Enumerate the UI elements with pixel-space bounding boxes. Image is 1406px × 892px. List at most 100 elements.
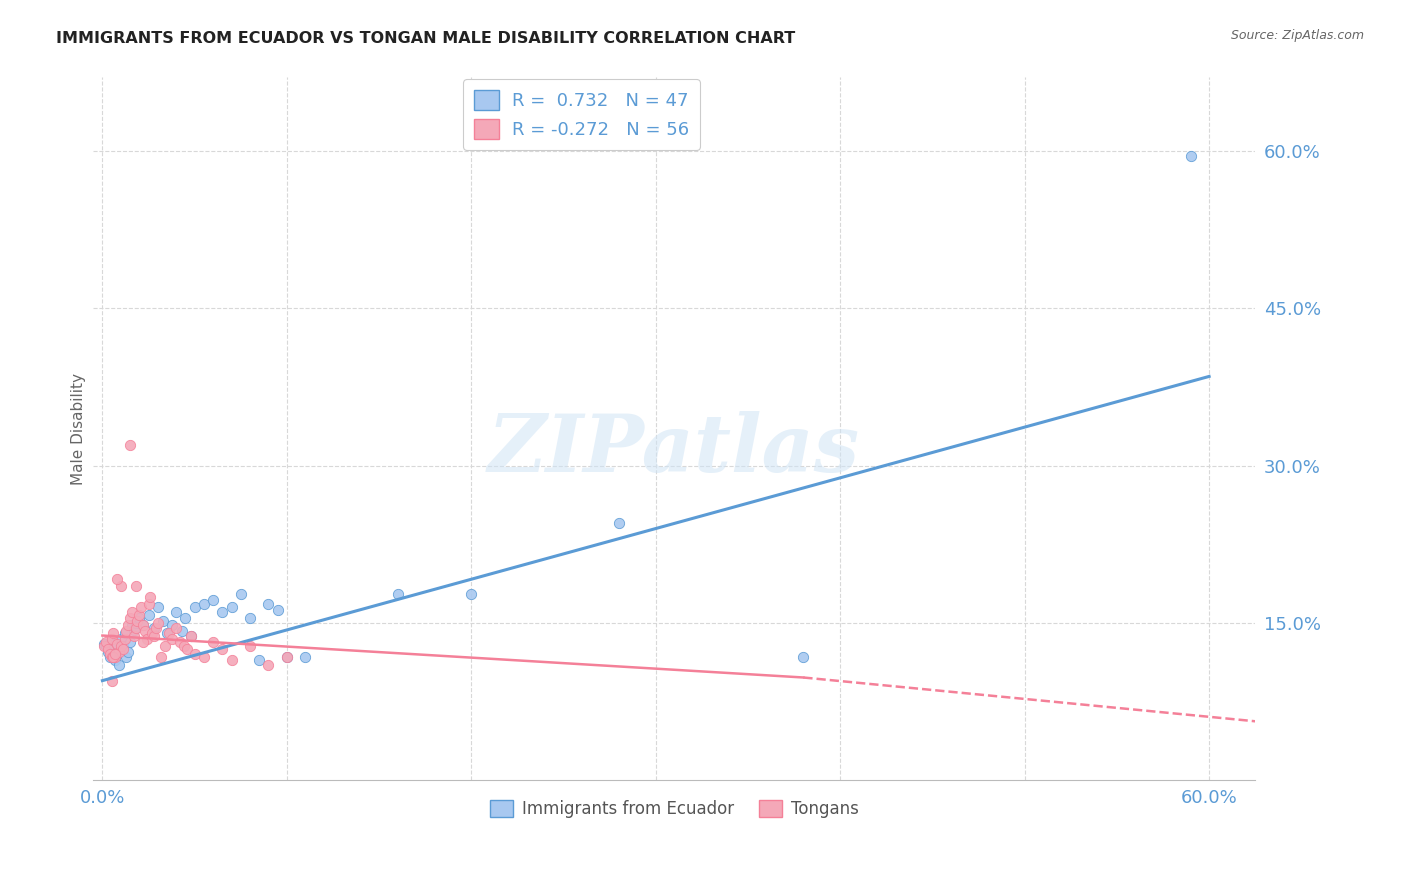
- Point: [111, 642, 134, 657]
- Point: [146, 600, 169, 615]
- Point: [183, 648, 205, 662]
- Point: [139, 590, 162, 604]
- Point: [100, 632, 122, 646]
- Point: [122, 628, 145, 642]
- Point: [122, 624, 145, 638]
- Point: [211, 606, 233, 620]
- Point: [150, 649, 173, 664]
- Point: [121, 618, 143, 632]
- Point: [120, 610, 142, 624]
- Point: [138, 597, 160, 611]
- Point: [141, 626, 163, 640]
- Point: [173, 639, 195, 653]
- Point: [202, 592, 225, 607]
- Point: [193, 597, 215, 611]
- Point: [94, 639, 117, 653]
- Point: [110, 632, 132, 646]
- Point: [157, 626, 180, 640]
- Point: [162, 618, 184, 632]
- Point: [128, 610, 150, 624]
- Point: [257, 657, 280, 672]
- Point: [607, 516, 630, 531]
- Point: [104, 653, 127, 667]
- Legend: Immigrants from Ecuador, Tongans: Immigrants from Ecuador, Tongans: [484, 793, 865, 825]
- Point: [176, 642, 198, 657]
- Point: [792, 649, 814, 664]
- Point: [117, 618, 139, 632]
- Point: [221, 600, 243, 615]
- Point: [127, 614, 149, 628]
- Point: [100, 673, 122, 688]
- Point: [115, 649, 138, 664]
- Point: [460, 586, 482, 600]
- Y-axis label: Male Disability: Male Disability: [72, 373, 86, 485]
- Point: [156, 626, 179, 640]
- Point: [221, 653, 243, 667]
- Point: [153, 639, 176, 653]
- Point: [229, 586, 252, 600]
- Point: [105, 572, 128, 586]
- Point: [193, 649, 215, 664]
- Point: [103, 649, 125, 664]
- Point: [169, 635, 191, 649]
- Point: [239, 639, 262, 653]
- Point: [152, 614, 174, 628]
- Point: [117, 645, 139, 659]
- Point: [165, 621, 187, 635]
- Point: [110, 579, 132, 593]
- Point: [180, 628, 202, 642]
- Point: [120, 437, 142, 451]
- Point: [120, 635, 142, 649]
- Point: [128, 607, 150, 622]
- Point: [124, 615, 146, 630]
- Point: [93, 637, 115, 651]
- Point: [1180, 149, 1202, 163]
- Point: [387, 586, 409, 600]
- Point: [103, 626, 125, 640]
- Point: [170, 624, 193, 639]
- Text: Source: ZipAtlas.com: Source: ZipAtlas.com: [1230, 29, 1364, 42]
- Point: [132, 618, 155, 632]
- Point: [111, 639, 134, 653]
- Point: [183, 600, 205, 615]
- Point: [211, 642, 233, 657]
- Point: [247, 653, 270, 667]
- Point: [145, 621, 167, 635]
- Point: [129, 600, 152, 615]
- Point: [105, 648, 128, 662]
- Point: [103, 637, 125, 651]
- Point: [294, 649, 316, 664]
- Point: [132, 635, 155, 649]
- Point: [180, 628, 202, 642]
- Point: [174, 610, 197, 624]
- Point: [110, 639, 132, 653]
- Point: [93, 639, 115, 653]
- Point: [202, 635, 225, 649]
- Point: [276, 649, 298, 664]
- Point: [108, 645, 131, 659]
- Point: [124, 621, 146, 635]
- Point: [121, 606, 143, 620]
- Point: [98, 649, 121, 664]
- Point: [146, 615, 169, 630]
- Point: [134, 624, 156, 639]
- Point: [165, 606, 187, 620]
- Text: ZIPatlas: ZIPatlas: [488, 411, 860, 489]
- Point: [104, 649, 127, 664]
- Point: [97, 642, 120, 657]
- Point: [132, 618, 155, 632]
- Point: [266, 603, 288, 617]
- Point: [239, 610, 262, 624]
- Point: [276, 649, 298, 664]
- Point: [124, 579, 146, 593]
- Point: [105, 637, 128, 651]
- Point: [100, 642, 122, 657]
- Point: [135, 632, 157, 646]
- Point: [115, 624, 138, 639]
- Point: [143, 628, 166, 642]
- Point: [162, 632, 184, 646]
- Point: [108, 657, 131, 672]
- Text: IMMIGRANTS FROM ECUADOR VS TONGAN MALE DISABILITY CORRELATION CHART: IMMIGRANTS FROM ECUADOR VS TONGAN MALE D…: [56, 31, 796, 46]
- Point: [97, 645, 120, 659]
- Point: [98, 648, 121, 662]
